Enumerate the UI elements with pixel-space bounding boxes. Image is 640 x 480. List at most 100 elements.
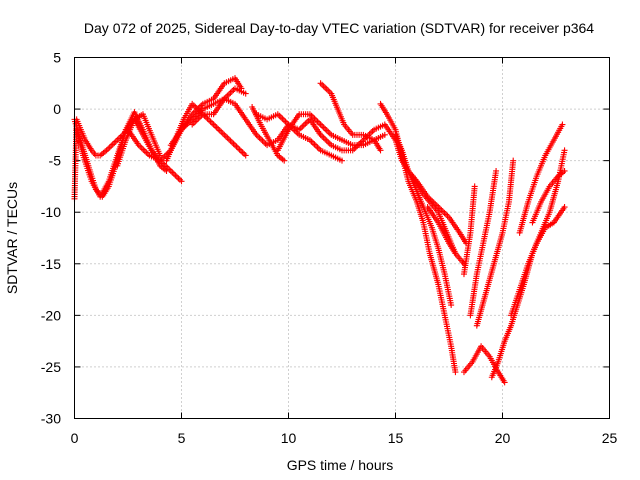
x-tick-label: 0 xyxy=(71,430,79,446)
data-point xyxy=(299,123,306,130)
data-point xyxy=(172,172,179,179)
data-point xyxy=(325,87,332,94)
data-point xyxy=(320,83,327,90)
data-point xyxy=(225,91,232,98)
data-point xyxy=(169,169,176,176)
data-point xyxy=(319,133,326,140)
data-point xyxy=(317,80,324,87)
data-point xyxy=(256,134,263,141)
data-point xyxy=(322,136,329,143)
data-point xyxy=(106,144,113,151)
data-point xyxy=(212,123,219,130)
data-point xyxy=(316,120,323,127)
data-point xyxy=(238,148,245,155)
data-point xyxy=(280,117,287,124)
data-point xyxy=(236,146,243,153)
data-point xyxy=(277,114,284,121)
data-point xyxy=(202,114,209,121)
data-point xyxy=(178,178,185,185)
data-point xyxy=(302,120,309,127)
data-point xyxy=(141,148,148,155)
data-point xyxy=(325,128,332,135)
data-point xyxy=(166,166,173,173)
data-point xyxy=(351,145,358,152)
data-point xyxy=(210,121,217,128)
data-point xyxy=(167,167,174,174)
y-tick-label: 0 xyxy=(53,101,61,117)
x-tick-label: 10 xyxy=(281,430,297,446)
data-point xyxy=(173,173,180,180)
x-axis-label: GPS time / hours xyxy=(287,457,394,473)
y-tick-label: -10 xyxy=(41,204,61,220)
data-point xyxy=(442,211,449,218)
data-point xyxy=(242,90,249,97)
data-point xyxy=(323,137,330,144)
data-point xyxy=(108,142,115,149)
data-point xyxy=(313,142,320,149)
data-point xyxy=(216,127,223,134)
data-point xyxy=(224,134,231,141)
data-point xyxy=(368,129,375,136)
data-point xyxy=(444,212,451,219)
data-point xyxy=(222,133,229,140)
data-point xyxy=(232,142,238,149)
data-point xyxy=(311,141,318,148)
y-tick-label: -25 xyxy=(41,359,61,375)
data-point xyxy=(493,167,500,174)
y-tick-label: -15 xyxy=(41,256,61,272)
data-point xyxy=(157,152,164,159)
data-point xyxy=(206,117,213,124)
data-point xyxy=(235,145,242,152)
data-point xyxy=(281,157,288,164)
data-point xyxy=(111,139,118,146)
data-point xyxy=(228,88,235,95)
data-point xyxy=(314,118,321,125)
data-point xyxy=(105,145,112,152)
data-point xyxy=(276,112,283,119)
x-tick-label: 15 xyxy=(388,430,404,446)
data-point xyxy=(233,143,240,150)
data-point xyxy=(561,204,568,211)
axis-ticks: 0 5 10 15 20 25 5 0 -5 -10 -15 -20 -25 -30 xyxy=(41,50,618,447)
data-marks xyxy=(71,75,568,386)
data-point xyxy=(257,136,264,143)
plot-frame xyxy=(74,57,610,419)
data-point xyxy=(227,89,234,96)
data-point xyxy=(323,86,330,93)
data-point xyxy=(501,379,508,386)
data-point xyxy=(176,176,183,183)
data-point xyxy=(561,167,568,174)
data-point xyxy=(207,118,214,125)
data-point xyxy=(221,131,228,138)
y-tick-label: -30 xyxy=(41,411,61,427)
data-point xyxy=(314,144,321,151)
data-point xyxy=(323,127,330,134)
data-point xyxy=(239,149,246,156)
y-tick-label: -20 xyxy=(41,307,61,323)
data-point xyxy=(112,138,119,145)
data-point xyxy=(297,125,304,132)
data-point xyxy=(448,302,455,309)
data-point xyxy=(510,157,517,164)
data-point xyxy=(309,139,316,146)
y-axis-label: SDTVAR / TECUs xyxy=(4,182,20,294)
data-point xyxy=(381,131,388,138)
data-point xyxy=(300,122,307,129)
data-point xyxy=(140,146,147,153)
data-point xyxy=(559,121,566,128)
data-point xyxy=(225,136,232,143)
x-tick-label: 5 xyxy=(178,430,186,446)
data-point xyxy=(358,138,365,145)
data-point xyxy=(137,143,144,150)
data-point xyxy=(242,152,249,159)
grid xyxy=(74,57,610,419)
data-point xyxy=(224,92,231,99)
data-point xyxy=(219,130,226,137)
data-point xyxy=(439,208,446,215)
data-point xyxy=(215,125,222,132)
data-point xyxy=(279,115,286,122)
data-point xyxy=(213,124,220,131)
chart-title: Day 072 of 2025, Sidereal Day-to-day VTE… xyxy=(84,20,594,36)
data-point xyxy=(259,137,266,144)
